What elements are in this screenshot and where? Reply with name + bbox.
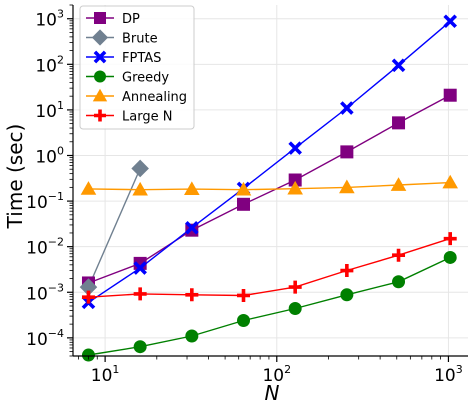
y-tick-label: 102 xyxy=(35,53,64,76)
data-point-annealing xyxy=(442,174,459,189)
series-lines xyxy=(87,20,451,356)
series-markers xyxy=(79,14,459,362)
data-point-large-n xyxy=(133,287,147,301)
data-point-greedy xyxy=(288,302,302,316)
axes xyxy=(67,4,468,362)
data-point-large-n xyxy=(443,232,457,246)
y-tick-label: 10−1 xyxy=(26,190,64,213)
series-line-dp xyxy=(88,94,451,284)
y-tick-label: 100 xyxy=(35,144,64,167)
data-point-annealing xyxy=(80,181,97,195)
data-point-brute xyxy=(79,278,98,296)
data-point-annealing xyxy=(184,181,200,195)
legend-label-greedy: Greedy xyxy=(122,71,169,86)
data-point-large-n xyxy=(237,288,251,302)
y-tick-label: 10−4 xyxy=(26,327,64,350)
y-tick-label: 10−2 xyxy=(26,236,64,259)
legend-marker-dp xyxy=(94,12,106,24)
data-point-dp xyxy=(443,88,457,102)
series-line-greedy xyxy=(88,256,451,356)
data-point-large-n xyxy=(340,264,354,278)
data-point-large-n xyxy=(81,290,95,304)
legend-label-dp: DP xyxy=(122,12,140,27)
legend-marker-annealing xyxy=(92,88,108,102)
data-point-fptas xyxy=(133,261,147,275)
data-point-annealing xyxy=(339,179,355,194)
series-line-fptas xyxy=(88,20,451,303)
data-point-greedy xyxy=(392,275,406,289)
data-point-greedy xyxy=(133,340,147,354)
series-line-brute xyxy=(87,168,141,288)
data-point-greedy xyxy=(237,314,251,328)
x-tick-label: 102 xyxy=(262,363,291,386)
series-line-annealing xyxy=(88,181,451,191)
x-tick-label: 101 xyxy=(91,363,120,386)
x-tick-label: 103 xyxy=(434,363,463,386)
series-line-large-n xyxy=(88,237,451,298)
legend-marker-greedy xyxy=(94,70,106,83)
x-axis-label: N xyxy=(265,381,280,405)
y-tick-label: 103 xyxy=(35,8,64,31)
data-point-greedy xyxy=(185,329,199,343)
data-point-large-n xyxy=(185,288,199,302)
legend-marker-brute xyxy=(91,29,109,46)
data-point-annealing xyxy=(287,180,303,195)
legend-label-large-n: Large N xyxy=(122,110,172,125)
data-point-large-n xyxy=(392,248,406,262)
legend-label-annealing: Annealing xyxy=(122,90,187,105)
data-point-fptas xyxy=(288,141,302,155)
data-point-annealing xyxy=(390,177,407,191)
data-point-fptas xyxy=(391,58,406,73)
data-point-greedy xyxy=(443,250,457,264)
data-point-dp xyxy=(340,145,354,159)
data-point-annealing xyxy=(235,181,252,196)
legend-marker-fptas xyxy=(93,50,107,64)
data-point-dp xyxy=(392,116,406,130)
legend-marker-large-n xyxy=(94,109,106,122)
legend: DP Brute FPTAS Greedy Annealing Large N xyxy=(79,5,195,130)
y-axis-label: Time (sec) xyxy=(3,124,27,230)
data-point-greedy xyxy=(81,348,95,362)
data-point-greedy xyxy=(340,288,354,302)
legend-label-brute: Brute xyxy=(122,32,158,47)
data-point-fptas xyxy=(185,220,199,235)
data-point-dp xyxy=(288,173,302,187)
legend-label-fptas: FPTAS xyxy=(122,51,161,66)
y-tick-label: 10−3 xyxy=(26,281,64,304)
data-point-large-n xyxy=(288,280,302,294)
x-tick-labels: 101 102 103 xyxy=(91,363,463,386)
data-point-annealing xyxy=(132,181,148,196)
y-tick-label: 101 xyxy=(35,99,64,122)
data-point-fptas xyxy=(443,14,458,29)
data-point-fptas xyxy=(340,101,354,115)
data-point-dp xyxy=(237,197,251,211)
legend-box xyxy=(79,5,195,130)
data-point-brute xyxy=(131,159,149,178)
y-tick-labels: 10−4 10−3 10−2 10−1 100 101 102 103 xyxy=(26,8,64,350)
